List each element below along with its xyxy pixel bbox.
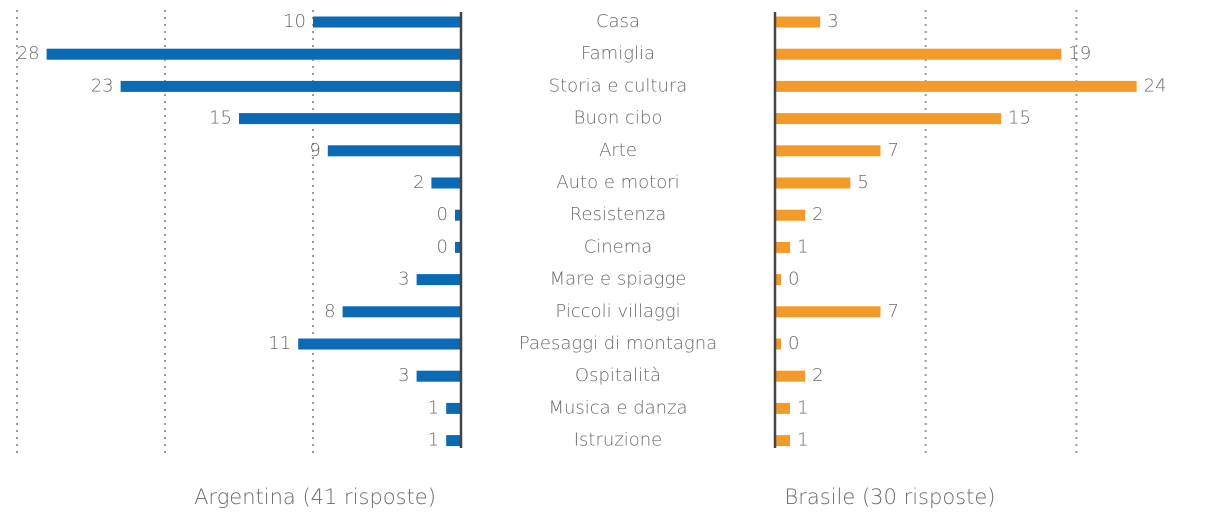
bar [298, 338, 461, 350]
value-label: 8 [324, 301, 335, 322]
bar [775, 306, 881, 318]
value-label: 1 [797, 397, 808, 418]
value-label: 5 [857, 172, 868, 193]
bar [775, 338, 781, 350]
bar [327, 145, 461, 157]
bar [775, 48, 1062, 60]
bar [775, 241, 791, 253]
category-label: Arte [599, 140, 637, 161]
category-label: Ospitalità [575, 365, 661, 386]
category-label: Istruzione [574, 430, 663, 451]
bar [455, 241, 461, 253]
category-label: Piccoli villaggi [555, 301, 680, 322]
category-label: Musica e danza [548, 397, 687, 418]
bar [120, 80, 461, 92]
bar [775, 402, 791, 414]
bar [313, 16, 461, 28]
bar [775, 177, 851, 189]
value-label: 2 [413, 172, 424, 193]
value-label: 7 [887, 140, 898, 161]
category-label: Resistenza [570, 204, 667, 225]
value-label: 19 [1068, 43, 1091, 64]
bar [431, 177, 461, 189]
category-label: Casa [596, 11, 640, 32]
bar [775, 113, 1002, 125]
bar [775, 274, 781, 286]
value-label: 23 [91, 75, 114, 96]
value-label: 10 [283, 11, 306, 32]
bar [455, 209, 461, 221]
bar [416, 274, 461, 286]
bar [775, 16, 821, 28]
value-label: 3 [827, 11, 838, 32]
category-label: Cinema [584, 236, 653, 257]
value-label: 28 [17, 43, 40, 64]
bar [775, 145, 881, 157]
bar [446, 435, 461, 447]
value-label: 24 [1144, 75, 1167, 96]
value-label: 15 [1008, 108, 1031, 129]
bar [775, 80, 1137, 92]
value-label: 1 [797, 236, 808, 257]
bar [775, 435, 791, 447]
category-label: Buon cibo [574, 108, 663, 129]
value-label: 1 [428, 430, 439, 451]
x-axis-label: Argentina (41 risposte) [194, 485, 436, 509]
value-label: 0 [788, 333, 799, 354]
value-label: 11 [268, 333, 291, 354]
value-label: 9 [309, 140, 320, 161]
bar [446, 402, 461, 414]
bar [775, 370, 806, 382]
value-label: 0 [788, 269, 799, 290]
value-label: 15 [209, 108, 232, 129]
category-label: Paesaggi di montagna [519, 333, 717, 354]
value-label: 3 [398, 269, 409, 290]
bar [775, 209, 806, 221]
value-label: 0 [437, 236, 448, 257]
value-label: 0 [437, 204, 448, 225]
value-label: 1 [797, 430, 808, 451]
bar [239, 113, 461, 125]
category-label: Famiglia [581, 43, 655, 64]
bar [46, 48, 461, 60]
category-label: Storia e cultura [549, 75, 688, 96]
value-label: 2 [812, 365, 823, 386]
bar [342, 306, 461, 318]
value-label: 7 [887, 301, 898, 322]
category-label: Auto e motori [556, 172, 679, 193]
x-axis-label: Brasile (30 risposte) [785, 485, 996, 509]
value-label: 1 [428, 397, 439, 418]
category-label: Mare e spiagge [550, 269, 687, 290]
value-label: 2 [812, 204, 823, 225]
value-label: 3 [398, 365, 409, 386]
bar [416, 370, 461, 382]
